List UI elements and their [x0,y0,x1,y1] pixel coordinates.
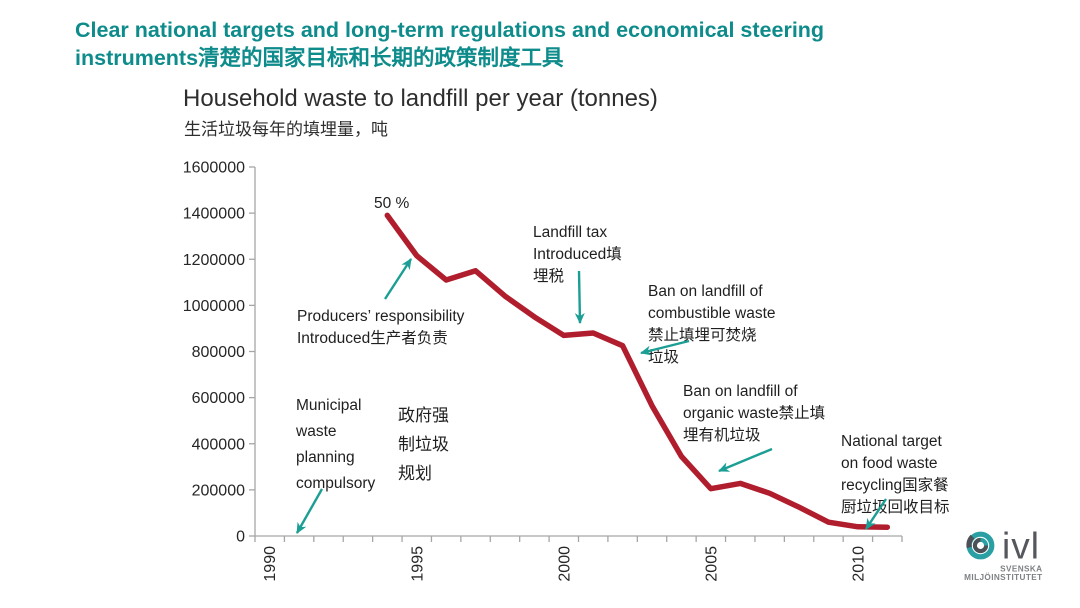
slide-title: Clear national targets and long-term reg… [75,16,1035,73]
annotation-text-line: 埋税 [533,267,564,285]
slide-title-line2: instruments清楚的国家目标和长期的政策制度工具 [75,46,564,71]
annotation-text-line: 禁止填埋可焚烧 [648,326,757,344]
annotation-text-line: 政府强 [398,406,449,425]
axes-layer: 0 200000 400000 600000 800000 1000000 1200000 1… [183,160,903,582]
x-tick-label: 2010 [850,546,867,582]
annotation-layer: 50 % Producers’ responsibility Introduced生… [295,195,950,534]
annotation-text-line: combustible waste [648,305,776,322]
annotation-text-line: Municipal [296,397,361,414]
waste-line-series [384,212,891,530]
annotation-producers-responsibility: Producers’ responsibility Introduced生产者负责 [297,258,465,347]
y-tick-label: 1400000 [183,206,245,223]
annotation-text-line: National target [841,433,943,450]
annotation-text-line: 规划 [398,464,432,483]
y-tick-label: 1000000 [183,298,245,315]
ivl-swirl-icon [966,531,995,560]
annotation-text-line: compulsory [296,475,375,492]
y-tick-label: 600000 [192,390,245,407]
annotation-text-line: on food waste [841,455,938,472]
annotation-text-line: Landfill tax [533,224,607,241]
annotation-municipal-waste-planning: Municipal waste planning compulsory [295,397,375,534]
ivl-logo-subtext-2: MILJÖINSTITUTET [964,572,1042,582]
annotation-text-line: 垃圾 [648,348,679,366]
ivl-logo-subtext-1: SVENSKA [1000,565,1042,574]
x-tick-label: 1995 [409,546,426,582]
x-tick-label-group: 1995 [409,546,426,582]
x-tick-label: 1990 [262,546,279,582]
annotation-text-line: Introduced填 [533,245,622,263]
annotation-peak-50-percent: 50 % [374,195,410,212]
y-tick-label: 0 [236,529,245,546]
ivl-logo-text: ivl [1002,528,1040,567]
series-layer [384,212,891,530]
x-tick-label-group: 2005 [703,546,720,582]
annotation-text-line: Ban on landfill of [648,283,763,300]
annotation-text-line: planning [296,449,355,466]
x-tick-label-group: 2010 [850,546,867,582]
annotation-text-line: recycling国家餐 [841,476,949,494]
annotation-ban-combustible-waste: Ban on landfill of combustible waste 禁止填埋可… [640,283,776,366]
ivl-swirl-outer-dark-arc [966,534,975,549]
y-tick-label: 200000 [192,482,245,499]
ivl-logo: ivl SVENSKA MILJÖINSTITUTET [964,528,1042,582]
x-tick-label-group: 2000 [556,546,573,582]
annotation-arrow [295,488,324,534]
y-tick-label: 1200000 [183,252,245,269]
annotation-arrow [640,339,690,356]
annotation-text-line: Ban on landfill of [683,383,798,400]
chart-title: Household waste to landfill per year (to… [183,85,658,112]
annotation-text-line: 50 % [374,195,410,212]
slide-title-line1: Clear national targets and long-term reg… [75,18,825,42]
y-tick-label: 800000 [192,344,245,361]
x-tick-label-group: 1990 [262,546,279,582]
chart-subtitle: 生活垃圾每年的填埋量，吨 [184,120,388,139]
annotation-text-line: 厨垃圾回收目标 [841,498,950,516]
annotation-text-line: waste [295,423,337,440]
annotation-text-line: 制垃圾 [398,435,449,454]
annotation-arrow [574,270,585,324]
annotation-text-line: Producers’ responsibility [297,308,465,325]
x-tick-label: 2005 [703,546,720,582]
annotation-text-line: organic waste禁止填 [683,404,825,422]
annotation-arrow [383,258,413,300]
annotation-arrow [718,447,773,473]
x-tick-label: 2000 [556,546,573,582]
annotation-text-line: 埋有机垃圾 [683,426,761,444]
y-tick-label: 400000 [192,436,245,453]
annotation-text-line: Introduced生产者负责 [297,329,448,347]
annotation-national-food-waste-target: National target on food waste recycling国家餐… [841,433,950,530]
annotation-arrow [865,498,887,530]
y-tick-label: 1600000 [183,160,245,177]
ivl-swirl-inner-dark-arc [972,537,989,554]
